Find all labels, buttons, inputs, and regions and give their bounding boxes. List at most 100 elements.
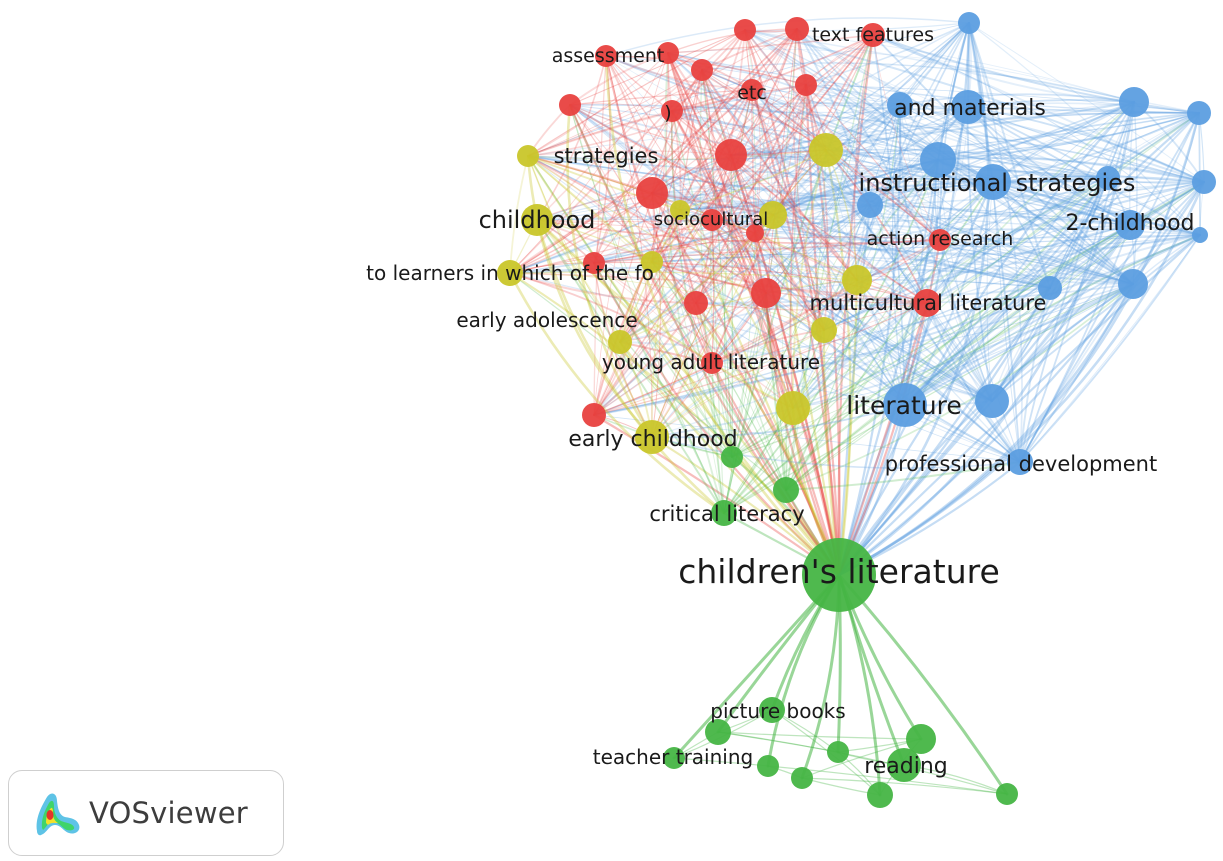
node-childhood[interactable] <box>521 204 553 236</box>
node-b-lit2[interactable] <box>975 384 1009 418</box>
node-label-etc[interactable]: etc <box>737 82 767 104</box>
node-label-to-learners[interactable]: to learners in which of the fo <box>366 261 654 285</box>
node-b-inst2[interactable] <box>920 142 956 178</box>
node-label-young-adult-literature[interactable]: young adult literature <box>602 350 820 374</box>
node-r-g[interactable] <box>715 139 747 171</box>
network-link <box>527 155 653 438</box>
network-link <box>679 181 994 211</box>
node-strategies[interactable] <box>517 145 539 167</box>
node-label-professional-development[interactable]: professional development <box>885 452 1157 476</box>
node-g-a[interactable] <box>773 477 799 503</box>
node-r-f[interactable] <box>559 94 581 116</box>
node-b-am2[interactable] <box>887 92 913 118</box>
network-link <box>711 22 970 221</box>
node-early-childhood[interactable] <box>635 420 669 454</box>
node-label-instructional-strategies[interactable]: instructional strategies <box>859 169 1136 197</box>
node-action-research[interactable] <box>929 229 951 251</box>
node-b-r5[interactable] <box>1096 166 1120 190</box>
node-early-adolescence[interactable] <box>608 330 632 354</box>
node-g-h[interactable] <box>867 782 893 808</box>
node-label-2-childhood[interactable]: 2-childhood <box>1066 211 1195 236</box>
node-label-text-features[interactable]: text features <box>812 24 934 46</box>
node-etc[interactable] <box>741 79 763 101</box>
node-r-i[interactable] <box>701 209 723 231</box>
node-teacher-training[interactable] <box>663 747 685 769</box>
node-2-childhood[interactable] <box>1115 210 1145 240</box>
node-paren[interactable] <box>661 100 683 122</box>
node-y-b[interactable] <box>641 251 663 273</box>
node-label-sociocultural[interactable]: sociocultural <box>654 209 769 230</box>
node-label-childhood[interactable]: childhood <box>479 206 596 234</box>
node-sociocultural[interactable] <box>759 201 787 229</box>
node-b-inst3[interactable] <box>857 192 883 218</box>
node-g-g[interactable] <box>906 724 936 754</box>
node-instructional-strategies[interactable] <box>975 164 1011 200</box>
node-b-r2[interactable] <box>1187 101 1211 125</box>
node-g-f[interactable] <box>827 741 849 763</box>
node-y-c[interactable] <box>842 265 872 295</box>
node-label-strategies[interactable]: strategies <box>554 144 659 168</box>
node-label-childrens-literature[interactable]: children's literature <box>678 552 1000 591</box>
node-b-r1[interactable] <box>1119 87 1149 117</box>
network-link <box>593 181 994 416</box>
node-young-adult-literature[interactable] <box>701 352 723 374</box>
node-g-c[interactable] <box>705 719 731 745</box>
node-childrens-literature[interactable] <box>802 538 876 612</box>
node-label-early-adolescence[interactable]: early adolescence <box>456 308 637 332</box>
node-y-a[interactable] <box>809 133 843 167</box>
node-r-b[interactable] <box>734 19 756 41</box>
node-label-picture-books[interactable]: picture books <box>710 699 845 723</box>
node-label-early-childhood[interactable]: early childhood <box>568 427 737 452</box>
node-b-r4[interactable] <box>1118 269 1148 299</box>
network-link <box>856 22 970 281</box>
node-r-m[interactable] <box>582 403 606 427</box>
node-r-n[interactable] <box>746 224 764 242</box>
node-label-teacher-training[interactable]: teacher training <box>593 745 753 769</box>
node-label-action-research[interactable]: action research <box>867 228 1014 250</box>
node-assessment[interactable] <box>595 45 617 67</box>
node-picture-books[interactable] <box>759 697 785 723</box>
node-text-features[interactable] <box>861 23 885 47</box>
node-label-critical-literacy[interactable]: critical literacy <box>649 502 804 526</box>
node-label-and-materials[interactable]: and materials <box>894 96 1046 121</box>
node-g-e[interactable] <box>791 767 813 789</box>
node-g-d[interactable] <box>757 755 779 777</box>
node-g-b[interactable] <box>721 446 743 468</box>
node-b-r6[interactable] <box>1038 276 1062 300</box>
node-r-k[interactable] <box>684 291 708 315</box>
node-critical-literacy[interactable] <box>711 500 737 526</box>
network-link <box>569 104 774 216</box>
node-y-e[interactable] <box>776 391 810 425</box>
node-r-h[interactable] <box>636 177 668 209</box>
network-link <box>967 106 1205 183</box>
node-label-literature[interactable]: literature <box>846 391 961 420</box>
node-r-l[interactable] <box>583 252 605 274</box>
node-reading[interactable] <box>887 748 921 782</box>
node-and-materials[interactable] <box>951 90 985 124</box>
node-to-learners[interactable] <box>497 260 523 286</box>
node-label-reading[interactable]: reading <box>864 754 948 779</box>
node-r-a[interactable] <box>785 17 809 41</box>
network-link <box>651 104 901 194</box>
network-link <box>593 302 928 416</box>
network-link <box>823 22 970 331</box>
network-link <box>899 104 1051 289</box>
node-label-assessment[interactable]: assessment <box>552 45 665 67</box>
node-b-r7[interactable] <box>1192 227 1208 243</box>
node-r-d[interactable] <box>795 74 817 96</box>
network-link <box>508 271 841 577</box>
node-y-f[interactable] <box>670 200 690 220</box>
node-r-e[interactable] <box>691 59 713 81</box>
node-r-c[interactable] <box>657 42 679 64</box>
node-y-d[interactable] <box>811 317 837 343</box>
node-label-multicultural-literature[interactable]: multicultural literature <box>810 291 1047 315</box>
node-label-paren[interactable]: ) <box>664 102 671 124</box>
node-b-r3[interactable] <box>1192 170 1216 194</box>
node-g-i[interactable] <box>996 783 1018 805</box>
node-r-j[interactable] <box>751 278 781 308</box>
node-professional-development[interactable] <box>1007 449 1033 475</box>
node-b-top[interactable] <box>958 12 980 34</box>
node-multicultural-literature[interactable] <box>913 289 941 317</box>
node-literature[interactable] <box>883 383 927 427</box>
network-link <box>754 28 798 234</box>
